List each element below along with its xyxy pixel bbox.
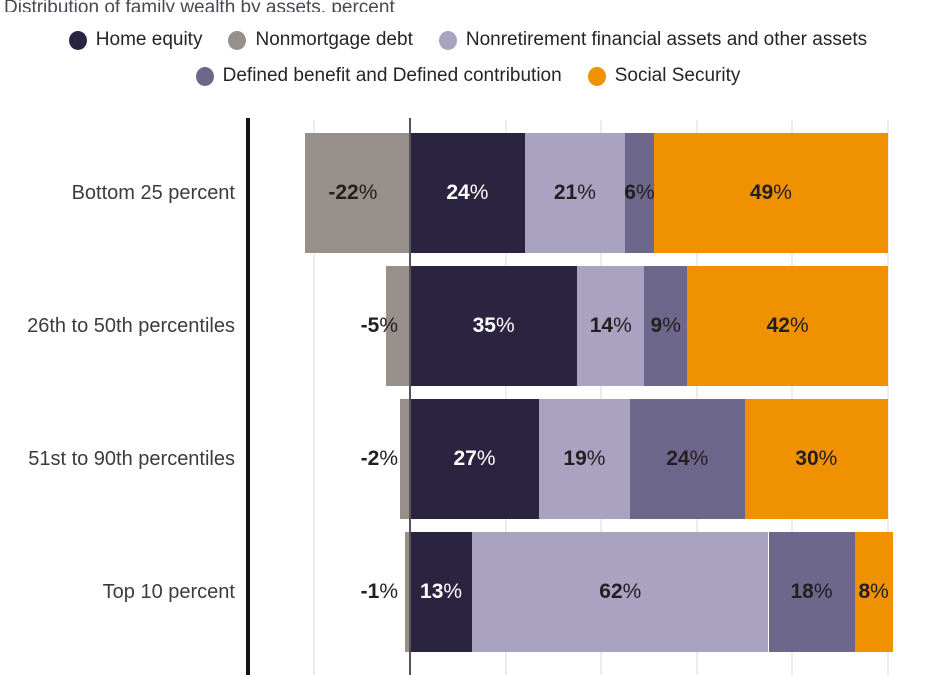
legend-label: Nonretirement financial assets and other…	[465, 29, 868, 50]
value-label: 6%	[624, 181, 655, 204]
value-label: 24%	[666, 447, 709, 470]
gridline--20	[313, 120, 316, 675]
value-label: 13%	[420, 580, 463, 603]
value-label: 14%	[589, 314, 632, 337]
bar-segment-social-security: 49%	[653, 133, 888, 253]
legend-dot-nonretirement-assets-icon	[438, 30, 457, 50]
legend-row-2: Defined benefit and Defined contribution…	[0, 64, 936, 88]
value-label: 8%	[858, 580, 889, 603]
chart-title-text: Distribution of family wealth by assets,…	[4, 0, 395, 12]
value-label: -5%	[360, 314, 398, 337]
bar-row-51st-to-90th-percentiles: -2% 27% 19% 24% 30%	[0, 399, 936, 519]
bar-segment-home-equity: 27%	[410, 399, 540, 519]
value-label: 49%	[749, 181, 792, 204]
value-label: -1%	[360, 580, 398, 603]
bar-segment-defined-benefit-contribution: 24%	[629, 399, 745, 519]
legend-label: Home equity	[95, 29, 203, 50]
value-label-negative: -1%	[308, 532, 398, 652]
value-label: -22%	[328, 181, 378, 204]
bar-segment-nonretirement-assets: 14%	[577, 266, 645, 386]
legend-row-1: Home equity Nonmortgage debt Nonretirement…	[0, 28, 936, 52]
bar-segment-nonretirement-assets: 62%	[472, 532, 769, 652]
bar-segment-social-security: 8%	[854, 532, 893, 652]
gridline-80	[791, 120, 794, 675]
bar-segment-nonmortgage-debt	[304, 133, 410, 253]
legend-item-social-security: Social Security	[587, 65, 741, 87]
value-label-negative: -5%	[308, 266, 398, 386]
gridline-60	[695, 120, 698, 675]
legend: Home equity Nonmortgage debt Nonretirement…	[0, 28, 936, 88]
bar-segment-home-equity: 13%	[410, 532, 473, 652]
bar-segment-social-security: 42%	[687, 266, 888, 386]
legend-item-nonretirement-financial-assets-and-other-assets: Nonretirement financial assets and other…	[438, 29, 868, 51]
bar-segment-home-equity: 35%	[410, 266, 578, 386]
bar-row-top-10-percent: -1% 13% 62% 18% 8%	[0, 532, 936, 652]
legend-dot-nonmortgage-debt-icon	[228, 30, 247, 50]
legend-label: Social Security	[614, 65, 741, 86]
row-label-26th-to-50th-percentiles: 26th to 50th percentiles	[27, 314, 235, 337]
bar-segment-nonmortgage-debt	[386, 266, 410, 386]
legend-label: Defined benefit and Defined contribution	[222, 65, 562, 86]
value-label: 19%	[563, 447, 606, 470]
zero-gridline	[409, 118, 411, 675]
legend-label: Nonmortgage debt	[255, 29, 413, 50]
y-axis-line	[246, 118, 250, 675]
value-label: 9%	[650, 314, 681, 337]
gridline-20	[504, 120, 507, 675]
bar-segment-social-security: 30%	[744, 399, 888, 519]
value-label: 30%	[795, 447, 838, 470]
row-label-bottom-25-percent: Bottom 25 percent	[71, 181, 235, 204]
value-label: -2%	[360, 447, 398, 470]
bar-segment-defined-benefit-contribution: 6%	[624, 133, 655, 253]
bar-segment-nonretirement-assets: 19%	[539, 399, 630, 519]
value-label-negative: -22%	[287, 133, 377, 253]
bar-row-bottom-25-percent: -22% 24% 21% 6% 49%	[0, 133, 936, 253]
gridline-40	[600, 120, 603, 675]
legend-item-nonmortgage-debt: Nonmortgage debt	[228, 29, 413, 51]
legend-item-defined-benefit-and-defined-contribution: Defined benefit and Defined contribution	[195, 65, 562, 87]
row-label-51st-to-90th-percentiles: 51st to 90th percentiles	[28, 447, 235, 470]
value-label: 35%	[472, 314, 515, 337]
value-label: 24%	[446, 181, 489, 204]
bar-segment-nonmortgage-debt	[400, 399, 410, 519]
value-label: 42%	[766, 314, 809, 337]
bar-segment-home-equity: 24%	[410, 133, 525, 253]
chart-title: Distribution of family wealth by assets,…	[4, 0, 704, 12]
bar-segment-defined-benefit-contribution: 18%	[768, 532, 855, 652]
value-label: 18%	[790, 580, 833, 603]
bar-row-26th-to-50th-percentiles: -5% 35% 14% 9% 42%	[0, 266, 936, 386]
legend-dot-home-equity-icon	[68, 30, 87, 50]
legend-dot-defined-benefit-contribution-icon	[195, 66, 214, 86]
value-label: 27%	[453, 447, 496, 470]
row-label-top-10-percent: Top 10 percent	[102, 580, 235, 603]
bar-segment-nonmortgage-debt	[405, 532, 410, 652]
value-label: 62%	[599, 580, 642, 603]
bar-segment-defined-benefit-contribution: 9%	[644, 266, 688, 386]
value-label-negative: -2%	[308, 399, 398, 519]
value-label: 21%	[553, 181, 596, 204]
legend-dot-social-security-icon	[587, 66, 606, 86]
legend-item-home-equity: Home equity	[68, 29, 203, 51]
bar-segment-nonretirement-assets: 21%	[524, 133, 626, 253]
gridline-100	[887, 120, 889, 675]
